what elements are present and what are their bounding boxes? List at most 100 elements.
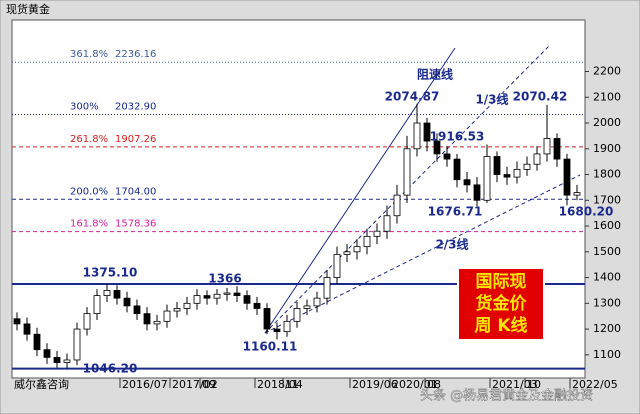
candle-body <box>243 295 251 304</box>
annotation: 阻速线 <box>417 67 453 82</box>
annotation: 1160.11 <box>243 340 298 354</box>
candle-body <box>223 292 231 295</box>
trend-line <box>264 44 551 334</box>
box-text: 国际现 <box>476 272 527 292</box>
annotation: 2070.42 <box>513 90 568 104</box>
candle-body <box>343 251 351 255</box>
x-tick-label: 2022/05 <box>572 378 618 391</box>
candle-body <box>553 138 561 160</box>
candle-body <box>483 156 491 201</box>
candle-body <box>263 308 271 330</box>
y-tick-label: 2000 <box>593 116 621 129</box>
y-tick-label: 1700 <box>593 193 621 206</box>
candle-body <box>153 320 161 325</box>
y-tick-label: 1100 <box>593 348 621 361</box>
candle-body <box>203 295 211 299</box>
x-tick-label: 2016/07 <box>122 378 168 391</box>
annotation: 1676.71 <box>428 205 483 219</box>
candle-body <box>43 349 51 358</box>
candle-body <box>463 179 471 186</box>
candle-body <box>273 328 281 333</box>
annotation: 1375.10 <box>83 266 138 280</box>
candle-body <box>573 192 581 196</box>
annotation: 1/3线 <box>475 92 508 107</box>
candle-body <box>443 153 451 160</box>
y-tick-label: 1400 <box>593 271 621 284</box>
candle-body <box>413 122 421 150</box>
candle-body <box>533 153 541 165</box>
candle-body <box>213 293 221 299</box>
candle-body <box>103 290 111 296</box>
x-tick-label: 09 <box>202 378 216 391</box>
x-tick-label: 08 <box>427 378 441 391</box>
x-tick-label: 2018/04 <box>257 378 303 391</box>
box-text: 货金价 <box>476 293 528 314</box>
candle-body <box>183 302 191 309</box>
candle-body <box>513 168 521 178</box>
candle-body <box>353 246 361 253</box>
candle-body <box>113 290 121 299</box>
candle-body <box>543 138 551 155</box>
level-label: 2236.16 <box>115 49 156 60</box>
candle-body <box>523 163 531 170</box>
x-tick-label: 10 <box>527 378 541 391</box>
candle-body <box>33 333 41 351</box>
candle-body <box>503 174 511 178</box>
candle-body <box>453 158 461 181</box>
candle-body <box>13 318 21 325</box>
candle-body <box>93 295 101 315</box>
level-ratio: 200.0% <box>70 186 108 197</box>
annotation: 1046.20 <box>83 362 138 376</box>
level-label: 1704.00 <box>115 186 156 197</box>
y-tick-label: 1900 <box>593 142 621 155</box>
level-ratio: 161.8% <box>70 219 108 230</box>
y-tick-label: 1500 <box>593 245 621 258</box>
annotation: 1366 <box>208 272 241 286</box>
y-tick-label: 2200 <box>593 65 621 78</box>
level-label: 1907.26 <box>115 134 156 145</box>
candle-body <box>63 359 71 363</box>
box-text: 周 K线 <box>474 315 527 336</box>
candle-body <box>53 356 61 363</box>
candle-body <box>123 297 131 307</box>
candle-body <box>143 313 151 325</box>
watermark: 头条 @杨易君黄金及金融投资 <box>420 388 593 404</box>
level-ratio: 261.8% <box>70 134 108 145</box>
annotation: 1680.20 <box>559 205 614 219</box>
chart-title: 现货黄金 <box>6 2 50 16</box>
x-tick-label: 2017/02 <box>172 378 218 391</box>
trend-line <box>264 47 456 334</box>
level-label: 1578.36 <box>115 219 156 230</box>
level-ratio: 361.8% <box>70 49 108 60</box>
candle-body <box>403 148 411 196</box>
candle-body <box>383 215 391 232</box>
annotation: 2074.87 <box>385 90 440 104</box>
candle-body <box>493 156 501 175</box>
y-tick-label: 1300 <box>593 296 621 309</box>
x-tick-label: 11 <box>285 378 299 391</box>
candle-body <box>393 194 401 217</box>
candle-body <box>303 305 311 309</box>
y-tick-label: 1200 <box>593 322 621 335</box>
source: 威尔鑫咨询 <box>14 377 69 391</box>
level-ratio: 300% <box>70 102 99 113</box>
candle-body <box>473 184 481 201</box>
annotation: 2/3线 <box>435 237 468 252</box>
candle-body <box>173 308 181 312</box>
candle-body <box>363 235 371 248</box>
candle-body <box>323 277 331 299</box>
candle-body <box>133 305 141 315</box>
candle-body <box>23 323 31 335</box>
candle-body <box>253 302 261 309</box>
y-tick-label: 1800 <box>593 168 621 181</box>
y-tick-label: 1600 <box>593 219 621 232</box>
x-tick-label: 2020/01 <box>392 378 438 391</box>
candle-body <box>73 328 81 361</box>
candle-body <box>283 320 291 333</box>
candle-body <box>563 158 571 196</box>
x-tick-label: 2021/03 <box>492 378 538 391</box>
annotation: 1916.53 <box>430 130 485 144</box>
candle-body <box>433 140 441 155</box>
candle-body <box>333 253 341 278</box>
